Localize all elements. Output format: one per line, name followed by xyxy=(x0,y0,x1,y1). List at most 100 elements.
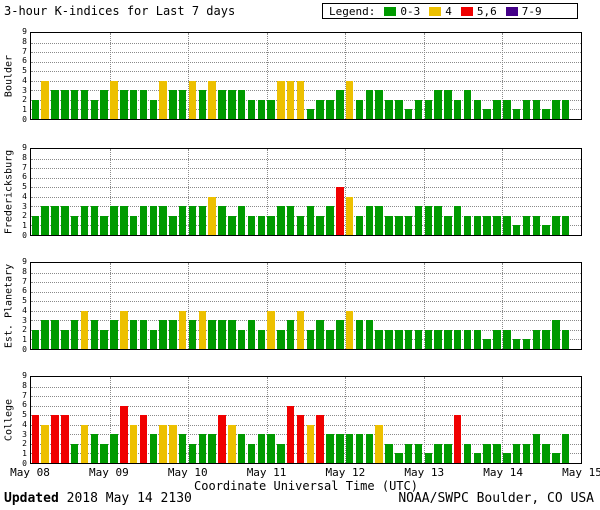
k-index-bar xyxy=(444,443,452,463)
k-index-bar xyxy=(365,320,374,349)
k-index-bar xyxy=(31,329,40,349)
k-index-bar xyxy=(512,225,521,235)
k-index-bar xyxy=(159,80,167,119)
x-axis-title: Coordinate Universal Time (UTC) xyxy=(194,479,418,493)
k-index-bar xyxy=(493,443,501,463)
k-index-bar xyxy=(375,90,383,119)
k-index-bar xyxy=(208,196,216,235)
horizontal-gridline xyxy=(31,434,581,436)
k-index-bar xyxy=(31,415,40,463)
vertical-gridline xyxy=(109,149,111,235)
k-index-bar xyxy=(316,215,324,235)
k-index-bar xyxy=(120,405,128,463)
horizontal-gridline xyxy=(31,272,581,274)
k-index-bar xyxy=(444,329,452,349)
k-index-bar xyxy=(562,99,570,119)
y-tick-label: 0 xyxy=(22,345,27,354)
horizontal-gridline xyxy=(31,187,581,189)
k-index-bar xyxy=(463,215,472,235)
y-tick-label: 3 xyxy=(22,315,27,325)
plot-area xyxy=(30,148,582,236)
k-index-bar xyxy=(257,215,265,235)
k-index-bar xyxy=(512,339,521,349)
k-index-bar xyxy=(503,453,511,463)
k-index-bar xyxy=(149,434,157,463)
y-tick-label: 0 xyxy=(22,115,27,124)
k-index-bar xyxy=(61,329,69,349)
y-tick-label: 6 xyxy=(22,172,27,182)
k-index-bar xyxy=(237,206,246,235)
updated-label: Updated xyxy=(4,491,59,506)
k-index-bar xyxy=(90,206,99,235)
k-index-bar xyxy=(129,424,138,463)
k-index-bar xyxy=(100,215,108,235)
k-index-bar xyxy=(326,99,334,119)
k-index-bar xyxy=(404,329,413,349)
k-index-bar xyxy=(483,109,491,119)
vertical-gridline xyxy=(345,377,347,463)
k-index-bar xyxy=(169,90,177,119)
panel-est-planetary: Est. Planetary 0 1 2 3 4 5 6 7 8 9 xyxy=(0,258,600,354)
k-index-bar xyxy=(237,90,246,119)
k-index-bar xyxy=(188,206,197,235)
k-index-bar xyxy=(61,415,69,463)
k-index-bar xyxy=(267,99,275,119)
k-index-bar xyxy=(336,187,344,235)
k-index-bar xyxy=(345,196,354,235)
k-index-bar xyxy=(188,443,197,463)
k-index-bar xyxy=(188,80,197,119)
k-index-bar xyxy=(120,90,128,119)
credit-text: NOAA/SWPC Boulder, CO USA xyxy=(398,491,594,506)
k-index-bar xyxy=(395,453,403,463)
k-index-bar xyxy=(493,329,501,349)
horizontal-gridline xyxy=(31,320,581,322)
k-index-bar xyxy=(208,320,216,349)
k-index-bar xyxy=(129,90,138,119)
k-index-bar xyxy=(139,206,148,235)
k-index-bar xyxy=(542,443,550,463)
k-index-bar xyxy=(139,320,148,349)
k-index-bar xyxy=(149,206,157,235)
k-index-bar xyxy=(228,320,236,349)
k-index-bar xyxy=(169,424,177,463)
k-index-bar xyxy=(159,320,167,349)
legend-item-label: 4 xyxy=(445,4,452,18)
k-index-bar xyxy=(159,206,167,235)
k-index-bar xyxy=(178,434,187,463)
x-tick-label: May 15 xyxy=(562,466,600,479)
horizontal-gridline xyxy=(31,282,581,284)
y-tick-label: 3 xyxy=(22,201,27,211)
k-index-bar xyxy=(178,90,187,119)
y-tick-label: 1 xyxy=(22,449,27,459)
k-index-bar xyxy=(296,215,305,235)
k-index-bar xyxy=(237,434,246,463)
k-index-bar xyxy=(267,434,275,463)
k-index-bar xyxy=(277,80,285,119)
k-index-bar xyxy=(198,206,207,235)
horizontal-gridline xyxy=(31,443,581,445)
y-tick-label: 3 xyxy=(22,85,27,95)
plot-area xyxy=(30,376,582,464)
y-tick-label: 5 xyxy=(22,66,27,76)
updated-value: 2018 May 14 2130 xyxy=(66,491,192,506)
k-index-bar xyxy=(552,99,560,119)
k-index-bar xyxy=(483,443,491,463)
k-index-bar xyxy=(385,329,393,349)
plot-area xyxy=(30,32,582,120)
k-index-bar xyxy=(149,329,157,349)
k-index-bar xyxy=(434,329,442,349)
vertical-gridline xyxy=(502,33,504,119)
horizontal-gridline xyxy=(31,310,581,312)
k-index-bar xyxy=(61,206,69,235)
k-index-bar xyxy=(483,215,491,235)
k-index-bar xyxy=(414,443,423,463)
k-index-bar xyxy=(434,206,442,235)
vertical-gridline xyxy=(109,33,111,119)
k-index-bar xyxy=(562,434,570,463)
k-index-bar xyxy=(385,443,393,463)
y-tick-label: 1 xyxy=(22,335,27,345)
k-index-bar xyxy=(61,90,69,119)
k-index-bar xyxy=(70,443,79,463)
k-index-bar xyxy=(424,453,432,463)
k-index-bar xyxy=(129,320,138,349)
